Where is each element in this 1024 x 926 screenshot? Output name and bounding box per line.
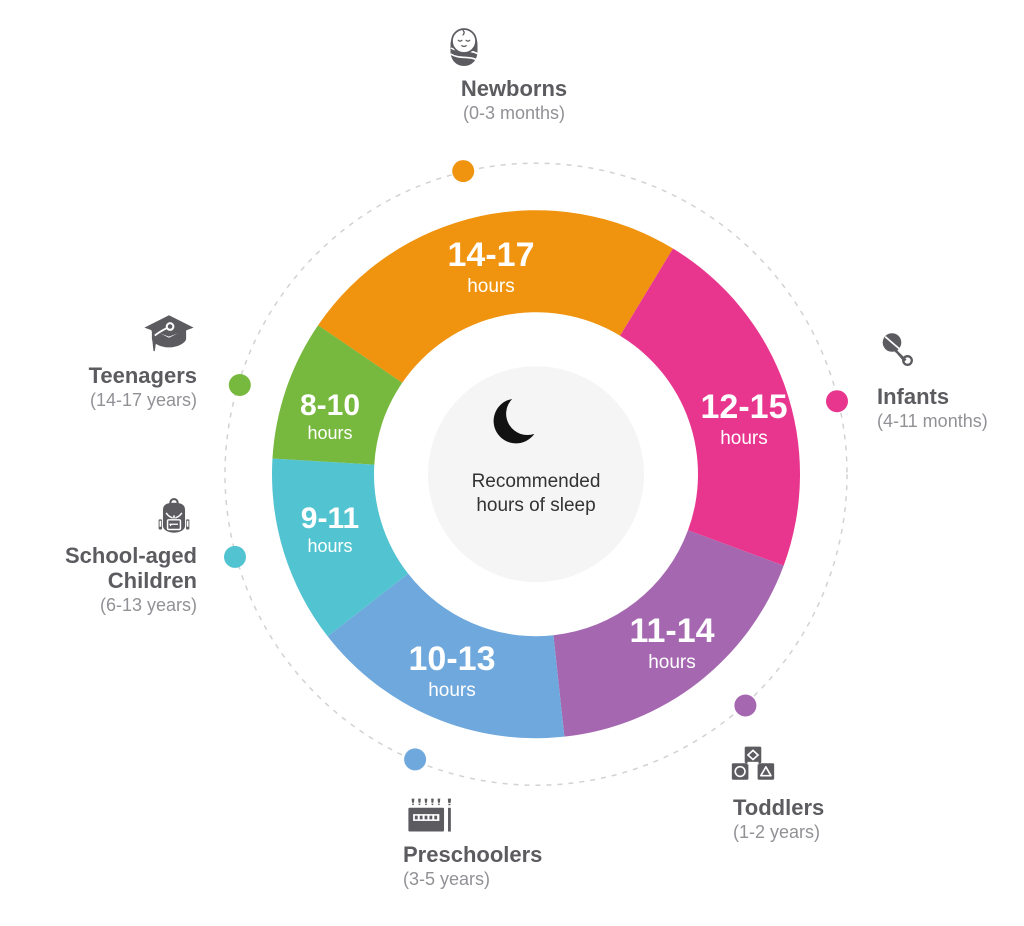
svg-text:hours: hours — [648, 652, 696, 673]
svg-text:14-17: 14-17 — [448, 236, 535, 274]
svg-text:8-10: 8-10 — [300, 389, 360, 422]
svg-text:hours: hours — [720, 428, 768, 449]
svg-text:hours: hours — [428, 680, 476, 701]
svg-text:10-13: 10-13 — [409, 640, 496, 678]
svg-text:hours: hours — [467, 276, 515, 297]
svg-text:hours of sleep: hours of sleep — [476, 495, 595, 516]
svg-text:12-15: 12-15 — [701, 388, 788, 426]
svg-text:11-14: 11-14 — [629, 612, 714, 650]
svg-text:9-11: 9-11 — [301, 502, 359, 535]
svg-text:hours: hours — [307, 423, 352, 443]
svg-text:Recommended: Recommended — [472, 471, 601, 492]
svg-text:hours: hours — [307, 536, 352, 556]
